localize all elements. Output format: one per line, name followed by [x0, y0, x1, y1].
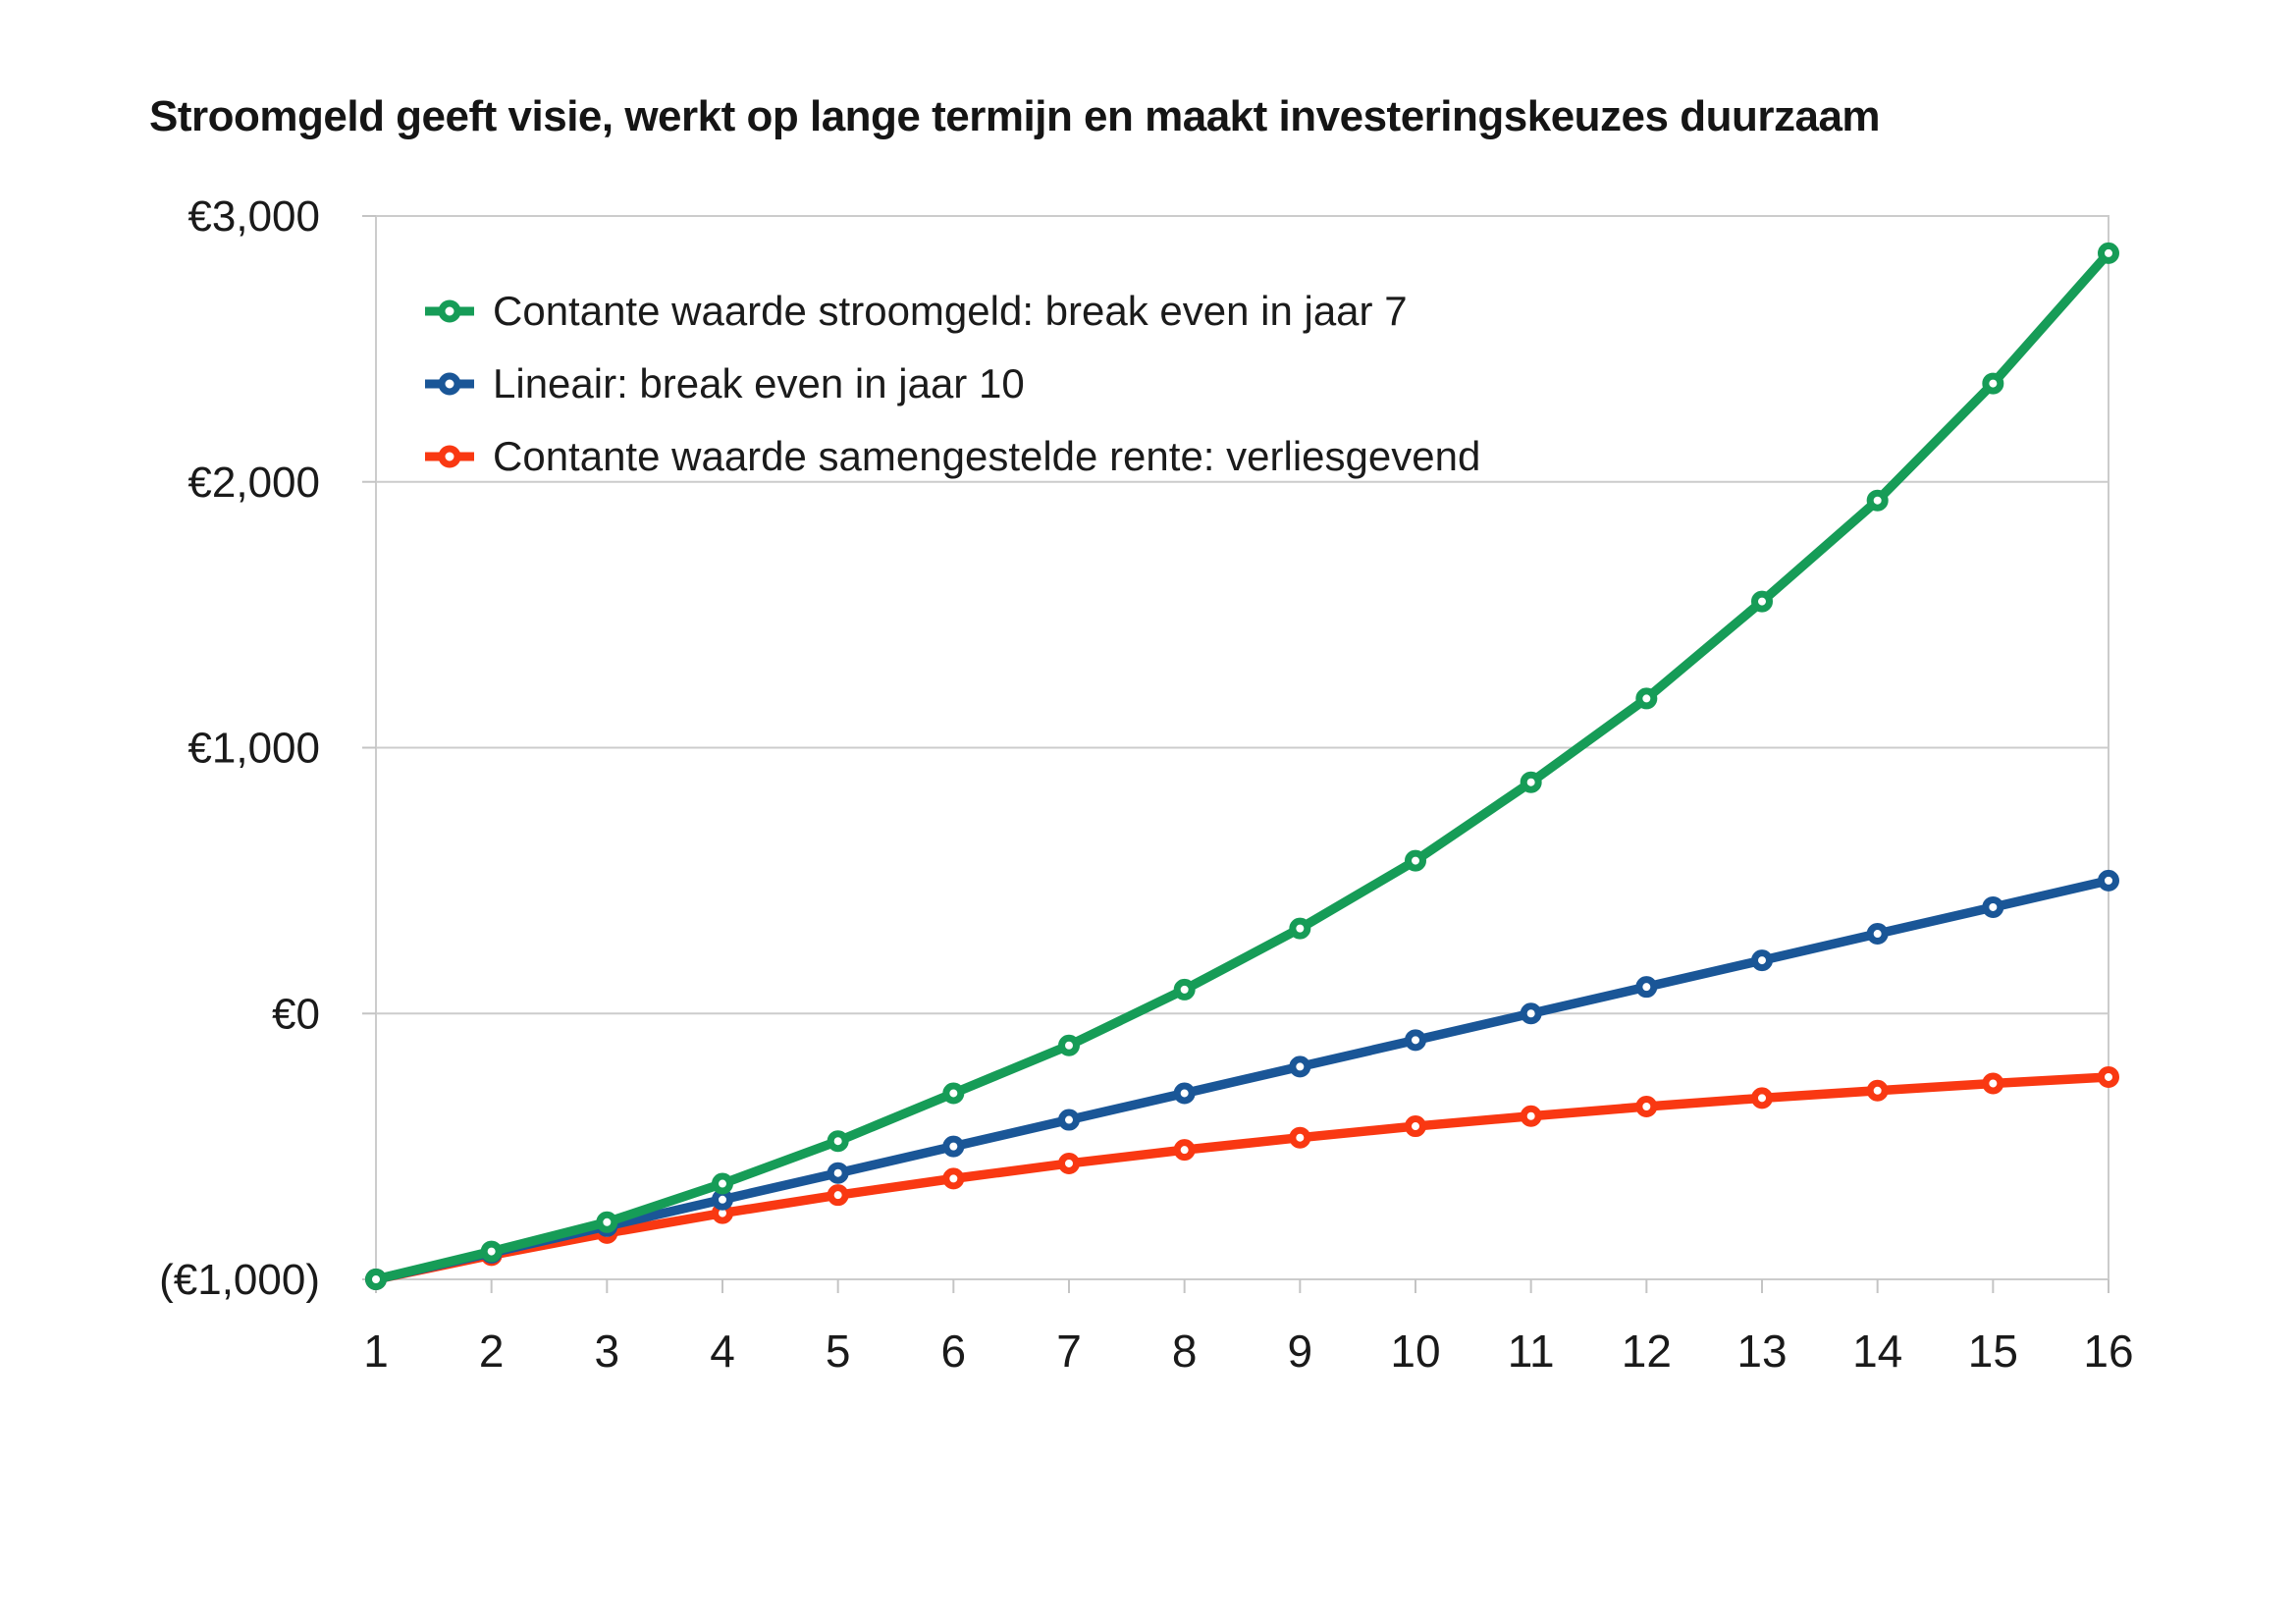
data-point-marker — [1751, 949, 1773, 972]
data-point-marker — [1173, 1139, 1196, 1162]
legend-item-lineair: Lineair: break even in jaar 10 — [424, 348, 1480, 420]
data-point-marker — [1289, 917, 1311, 940]
data-point-marker — [1982, 895, 2004, 918]
data-point-marker — [1520, 771, 1542, 793]
data-point-marker — [1289, 1126, 1311, 1149]
x-axis-label: 15 — [1968, 1325, 2018, 1377]
data-point-marker — [942, 1135, 965, 1158]
x-axis-label: 7 — [1056, 1325, 1082, 1377]
data-point-marker — [1982, 1072, 2004, 1095]
series-line — [371, 1072, 2113, 1284]
data-point-marker — [1751, 1087, 1773, 1109]
data-point-marker — [365, 1269, 387, 1290]
data-point-marker — [596, 1211, 618, 1233]
legend-item-stroomgeld: Contante waarde stroomgeld: break even i… — [424, 275, 1480, 348]
x-axis-label: 5 — [826, 1325, 851, 1377]
data-point-marker — [1405, 849, 1426, 872]
x-axis-label: 16 — [2083, 1325, 2133, 1377]
x-axis-label: 4 — [710, 1325, 735, 1377]
data-point-marker — [2098, 242, 2119, 264]
data-point-marker — [1173, 1082, 1196, 1105]
x-axis-label: 14 — [1852, 1325, 1902, 1377]
series-line — [371, 248, 2113, 1284]
x-axis-label: 9 — [1288, 1325, 1313, 1377]
x-axis-label: 3 — [595, 1325, 620, 1377]
legend-marker-open-circle-icon — [425, 372, 474, 396]
data-point-marker — [1866, 1079, 1889, 1102]
legend-label: Lineair: break even in jaar 10 — [493, 360, 1025, 406]
data-point-marker — [1058, 1109, 1080, 1131]
x-axis-label: 6 — [941, 1325, 967, 1377]
y-axis-label: €0 — [272, 990, 320, 1038]
data-point-marker — [1058, 1152, 1080, 1174]
data-point-marker — [1866, 923, 1889, 946]
x-axis-label: 13 — [1736, 1325, 1787, 1377]
y-axis-label: €2,000 — [187, 459, 320, 507]
legend-marker-open-circle-icon — [425, 299, 474, 323]
data-point-marker — [942, 1167, 965, 1190]
data-point-marker — [1866, 489, 1889, 512]
legend-item-samengestelde-rente: Contante waarde samengestelde rente: ver… — [424, 420, 1480, 493]
chart-legend: Contante waarde stroomgeld: break even i… — [424, 275, 1480, 493]
legend-label: Contante waarde stroomgeld: break even i… — [493, 288, 1408, 334]
data-point-marker — [827, 1162, 849, 1184]
data-point-marker — [1982, 372, 2004, 395]
x-axis-label: 12 — [1622, 1325, 1672, 1377]
data-point-marker — [1520, 1105, 1542, 1127]
x-axis-label: 10 — [1390, 1325, 1440, 1377]
series-line — [371, 876, 2113, 1284]
data-point-marker — [1173, 978, 1196, 1001]
data-point-marker — [480, 1240, 503, 1263]
data-point-marker — [1635, 687, 1658, 710]
data-point-marker — [942, 1082, 965, 1105]
y-axis-label: €3,000 — [187, 192, 320, 241]
data-point-marker — [712, 1172, 733, 1195]
legend-label: Contante waarde samengestelde rente: ver… — [493, 433, 1481, 479]
data-point-marker — [1405, 1029, 1426, 1052]
x-axis-label: 2 — [479, 1325, 505, 1377]
data-point-marker — [2098, 1065, 2119, 1088]
chart-title: Stroomgeld geeft visie, werkt op lange t… — [149, 92, 1881, 140]
data-point-marker — [2098, 869, 2119, 892]
x-axis-label: 8 — [1172, 1325, 1198, 1377]
y-axis-label: €1,000 — [187, 725, 320, 773]
data-point-marker — [1289, 1055, 1311, 1078]
data-point-marker — [827, 1184, 849, 1207]
data-point-marker — [1635, 976, 1658, 999]
data-point-marker — [1520, 1002, 1542, 1025]
data-point-marker — [1405, 1115, 1426, 1138]
data-point-marker — [1635, 1096, 1658, 1118]
data-point-marker — [1058, 1034, 1080, 1056]
legend-marker-open-circle-icon — [425, 445, 474, 468]
y-axis-label: (€1,000) — [159, 1256, 320, 1304]
x-axis-label: 11 — [1508, 1325, 1555, 1377]
data-point-marker — [827, 1130, 849, 1153]
data-point-marker — [1751, 590, 1773, 613]
x-axis-label: 1 — [363, 1325, 389, 1377]
